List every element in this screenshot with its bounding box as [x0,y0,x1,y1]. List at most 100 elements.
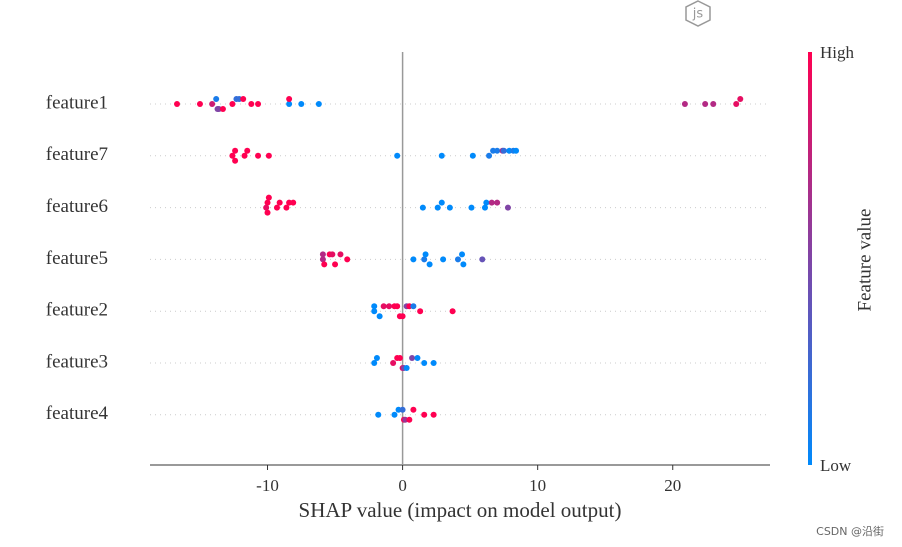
shap-point [421,411,428,418]
shap-point [232,147,239,154]
shap-point [337,251,344,258]
shap-point [263,204,270,211]
shap-point [486,152,493,159]
shap-point [229,101,236,107]
shap-point [321,261,328,268]
feature-label: feature5 [46,248,108,269]
x-axis-label: SHAP value (impact on model output) [299,498,622,522]
shap-point [513,147,520,154]
shap-point [255,152,262,159]
shap-point [494,199,501,206]
shap-point [494,147,501,154]
shap-point [286,101,293,107]
shap-point [371,360,378,366]
shap-point [406,416,413,423]
shap-point [421,256,428,263]
shap-point [710,101,717,107]
shap-point [290,199,297,206]
colorbar-label: Feature value [854,209,875,312]
shap-point [344,256,351,263]
shap-point [681,101,688,107]
shap-point [702,101,709,107]
shap-point [319,251,326,258]
shap-point [438,199,445,206]
shap-point [430,411,437,418]
feature-label: feature7 [46,144,108,165]
shap-point [240,96,247,102]
x-tick-label: 20 [664,476,681,495]
shap-point [319,256,326,263]
shap-point [273,204,280,211]
feature-label: feature6 [46,196,108,217]
shap-point [426,261,433,268]
x-tick-label: 0 [398,476,407,495]
shap-point [410,303,417,310]
shap-point [391,411,398,418]
shap-point [196,101,203,107]
shap-point [264,209,271,216]
x-tick-label: 10 [529,476,546,495]
shap-point [396,355,403,361]
shap-point [488,199,495,206]
shap-point [459,251,466,258]
shap-point [500,147,507,154]
colorbar-high: High [820,43,855,62]
shap-point [733,101,740,107]
shap-point [434,204,441,211]
shap-point [409,355,416,361]
shap-point [332,261,339,268]
shap-point [399,406,406,413]
js-icon [685,0,711,27]
shap-point [248,101,255,107]
shap-point [298,101,305,107]
colorbar [808,52,812,465]
shap-point [375,411,382,418]
shap-point [371,308,378,315]
shap-point [213,96,220,102]
shap-point [414,355,421,361]
shap-point [241,152,248,159]
shap-point [479,256,486,263]
shap-point [286,96,293,102]
shap-point [373,355,380,361]
shap-point [244,147,251,154]
shap-point [483,199,490,206]
shap-point [468,204,475,211]
shap-point [264,199,271,206]
shap-point [421,360,428,366]
shap-point [422,251,429,258]
shap-point [460,261,467,268]
colorbar-low: Low [820,456,852,475]
watermark: CSDN @沿街 [816,524,884,538]
x-tick-label: -10 [256,476,279,495]
shap-point [265,152,272,159]
shap-point [255,101,262,107]
shap-point [232,157,239,164]
shap-point [419,204,426,211]
shap-point [737,96,744,102]
shap-point [504,204,511,211]
shap-point [410,256,417,263]
shap-point [410,406,417,413]
shap-point [390,360,397,366]
shap-point [276,199,283,206]
shap-point [380,303,387,310]
shap-point [430,360,437,366]
feature-label: feature1 [46,92,108,113]
shap-point [394,303,401,310]
shap-point [438,152,445,159]
shap-point [174,101,181,107]
shap-point [399,313,406,320]
shap-point [315,101,322,107]
shap-point [329,251,336,258]
shap-point [386,303,393,310]
shap-point [469,152,476,159]
shap-point [283,204,290,211]
shap-point [403,365,410,371]
shap-point [371,303,378,310]
shap-point [417,308,424,315]
shap-point [481,204,488,211]
shap-point [454,256,461,263]
shap-point [449,308,456,315]
